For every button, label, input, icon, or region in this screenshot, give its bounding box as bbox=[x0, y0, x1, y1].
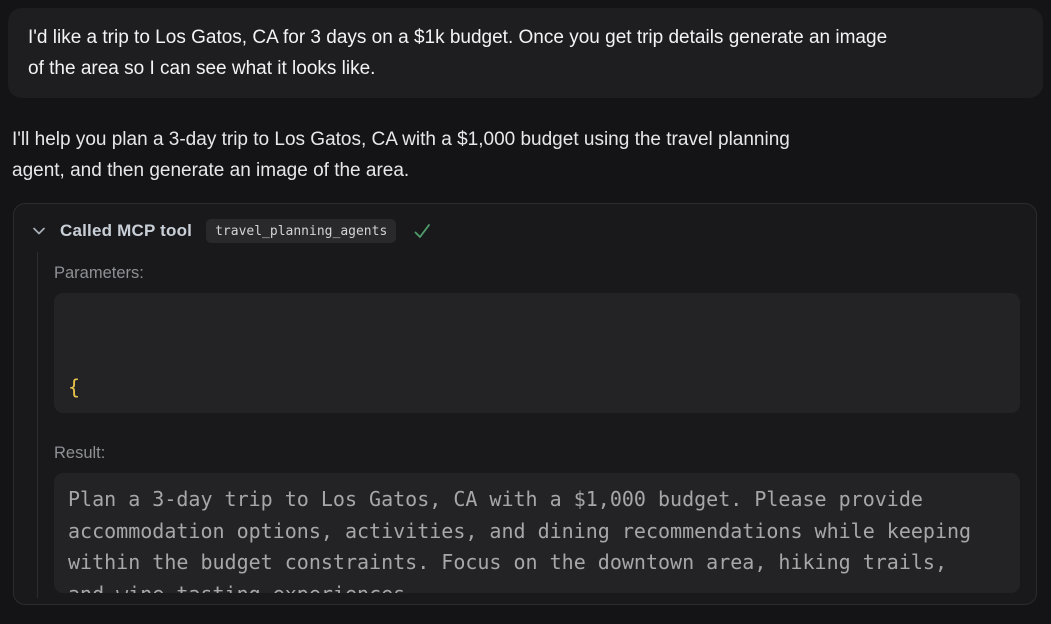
result-block[interactable]: Plan a 3-day trip to Los Gatos, CA with … bbox=[54, 473, 1020, 593]
parameters-label: Parameters: bbox=[54, 264, 144, 282]
collapse-guideline bbox=[37, 252, 38, 598]
assistant-message-line: agent, and then generate an image of the… bbox=[12, 160, 410, 181]
result-label: Result: bbox=[54, 444, 106, 462]
assistant-message: I'll help you plan a 3-day trip to Los G… bbox=[12, 124, 1039, 186]
result-line: accommodation options, activities, and d… bbox=[68, 518, 972, 543]
tool-name-badge: travel_planning_agents bbox=[206, 219, 397, 243]
assistant-message-line: I'll help you plan a 3-day trip to Los G… bbox=[12, 129, 790, 150]
user-message: I'd like a trip to Los Gatos, CA for 3 d… bbox=[8, 8, 1043, 98]
chevron-down-icon[interactable] bbox=[30, 222, 48, 240]
code-line: { bbox=[68, 370, 1006, 404]
check-icon bbox=[411, 220, 433, 242]
code-open-brace: { bbox=[68, 375, 81, 399]
user-message-line: I'd like a trip to Los Gatos, CA for 3 d… bbox=[28, 27, 888, 48]
mcp-tool-call-card: Called MCP tool travel_planning_agents P… bbox=[13, 203, 1037, 605]
tool-call-header[interactable]: Called MCP tool travel_planning_agents bbox=[30, 217, 1020, 245]
result-line: and wine tasting experiences bbox=[68, 579, 1006, 594]
result-line: within the budget constraints. Focus on … bbox=[68, 550, 947, 574]
result-line: Plan a 3-day trip to Los Gatos, CA with … bbox=[68, 487, 923, 511]
user-message-line: of the area so I can see what it looks l… bbox=[28, 58, 376, 79]
tool-call-body: Parameters: { "input_value": "Plan a 3-d… bbox=[54, 262, 1020, 593]
parameters-code-block[interactable]: { "input_value": "Plan a 3-day trip to L… bbox=[54, 293, 1020, 413]
tool-call-title: Called MCP tool bbox=[60, 221, 193, 240]
